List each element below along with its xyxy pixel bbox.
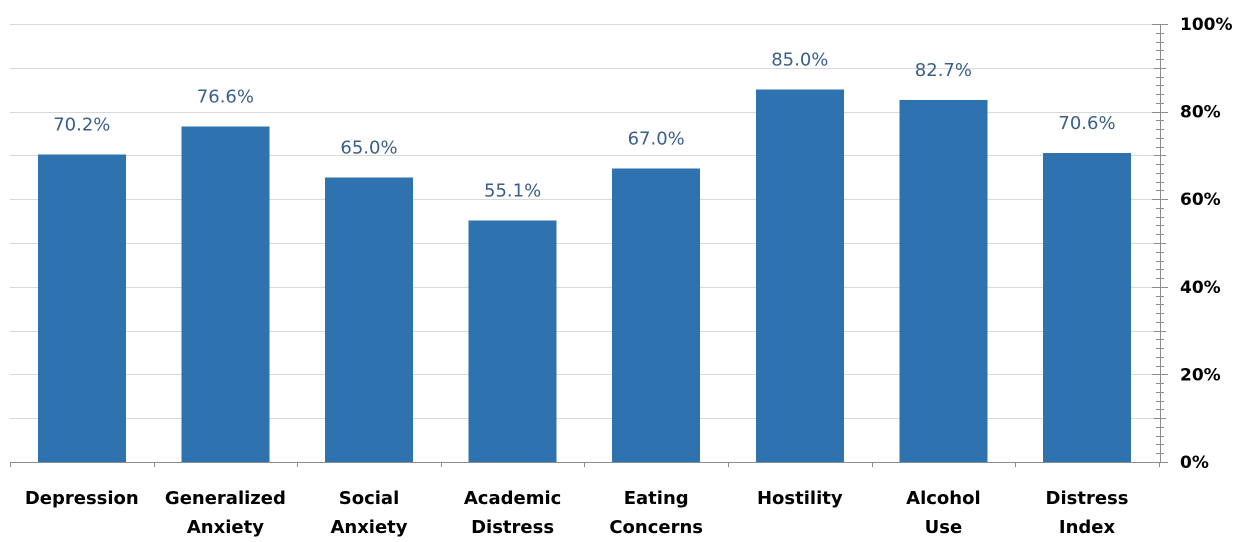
x-category-label-line: Academic xyxy=(464,488,561,509)
x-category-label-line: Index xyxy=(1059,517,1116,538)
x-category-label-line: Distress xyxy=(1046,488,1129,509)
x-category-label-line: Alcohol xyxy=(906,488,981,509)
y-tick-label: 80% xyxy=(1180,103,1221,123)
x-category-label-line: Anxiety xyxy=(187,517,264,538)
x-category-label-line: Hostility xyxy=(757,488,843,509)
bars xyxy=(37,89,1131,463)
y-axis: 0% 20% 40% 60% 80% 100% xyxy=(10,15,1233,473)
x-category-label: Eating Concerns xyxy=(609,488,703,538)
data-label: 82.7% xyxy=(915,60,972,81)
x-category-label-line: Concerns xyxy=(609,517,703,538)
x-category-label: Distress Index xyxy=(1046,488,1129,538)
data-labels: 70.2% 76.6% 65.0% 55.1% 67.0% 85.0% 82.7% 70.6% xyxy=(53,50,1115,202)
x-category-label: Hostility xyxy=(757,488,843,509)
x-category-label: Depression xyxy=(25,488,139,509)
x-category-label-line: Use xyxy=(925,517,963,538)
bar xyxy=(37,154,126,462)
bar xyxy=(468,220,557,462)
data-label: 70.6% xyxy=(1058,113,1115,134)
x-category-label: Social Anxiety xyxy=(330,488,407,538)
x-category-label: Generalized Anxiety xyxy=(165,488,286,538)
x-category-label-line: Distress xyxy=(471,517,554,538)
bar xyxy=(755,89,844,462)
y-tick-label: 60% xyxy=(1180,190,1221,210)
y-tick-label: 0% xyxy=(1180,453,1209,473)
x-category-label-line: Eating xyxy=(624,488,689,509)
data-label: 55.1% xyxy=(484,181,541,202)
bar xyxy=(1043,152,1131,463)
x-category-label-line: Generalized xyxy=(165,488,286,509)
bar xyxy=(181,126,270,462)
x-category-label-line: Social xyxy=(339,488,400,509)
data-label: 70.2% xyxy=(53,115,110,136)
x-category-label: Alcohol Use xyxy=(906,488,981,538)
data-label: 76.6% xyxy=(197,87,254,108)
data-label: 85.0% xyxy=(771,50,828,71)
y-tick-label: 100% xyxy=(1180,15,1233,35)
bar xyxy=(612,168,701,462)
x-category-label: Academic Distress xyxy=(464,488,561,538)
bar xyxy=(899,99,988,463)
bar xyxy=(325,177,413,463)
x-category-label-line: Depression xyxy=(25,488,139,509)
data-label: 67.0% xyxy=(628,129,685,150)
x-category-label-line: Anxiety xyxy=(330,517,407,538)
data-label: 65.0% xyxy=(340,137,397,158)
y-tick-label: 20% xyxy=(1180,365,1221,385)
x-axis-labels: Depression Generalized Anxiety Social Anxiet… xyxy=(25,488,1129,538)
y-tick-label: 40% xyxy=(1180,278,1221,298)
